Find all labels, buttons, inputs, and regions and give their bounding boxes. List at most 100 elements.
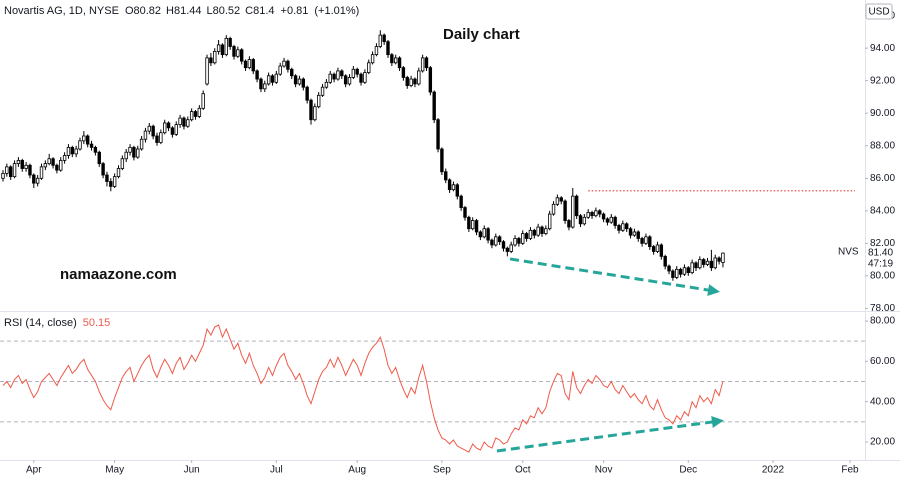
candle-body	[551, 203, 556, 215]
candle-body	[624, 223, 629, 230]
candle-body	[455, 184, 459, 197]
candle-body	[112, 176, 117, 187]
candle-body	[189, 111, 194, 121]
candle-body	[270, 75, 275, 83]
candle-body	[20, 159, 24, 169]
candle-body	[705, 260, 710, 265]
candle-body	[582, 216, 587, 225]
candle-body	[632, 231, 637, 236]
annotation: Daily chart	[443, 26, 520, 43]
candle-body	[678, 268, 683, 275]
candle-body	[467, 216, 471, 230]
candle-body	[470, 220, 475, 230]
y-tick-label: 60.00	[870, 356, 895, 367]
candle-body	[282, 60, 286, 67]
candle-body	[424, 57, 429, 69]
symbol-tag: NVS	[838, 247, 859, 258]
candle-body	[486, 228, 490, 241]
candle-body	[721, 252, 725, 263]
candle-body	[420, 57, 425, 72]
candle-body	[39, 166, 44, 179]
x-tick-label: Sep	[433, 465, 451, 476]
candle-body	[490, 239, 494, 246]
candle-body	[124, 151, 128, 160]
candle-body	[47, 158, 51, 165]
candle-body	[528, 229, 533, 239]
candle-body	[524, 233, 529, 239]
candle-body	[24, 164, 28, 169]
candle-body	[51, 158, 55, 166]
candle-body	[501, 241, 506, 249]
ohlc-key: O	[124, 5, 134, 17]
candle-body	[201, 93, 205, 109]
candle-body	[494, 236, 498, 246]
candle-body	[293, 75, 298, 85]
candle-body	[128, 146, 132, 153]
candle-body	[459, 195, 463, 208]
y-tick-label: 80.00	[870, 316, 895, 327]
candle-body	[474, 220, 479, 233]
candle-body	[447, 179, 452, 191]
ohlc-value: 81.44	[173, 5, 202, 17]
candle-body	[578, 215, 583, 225]
candle-body	[93, 146, 98, 153]
rsi-title: RSI (14, close)	[4, 317, 77, 329]
y-tick-label: 40.00	[870, 396, 895, 407]
candle-body	[536, 226, 540, 236]
candle-body	[97, 151, 101, 165]
candle-body	[586, 212, 590, 218]
candle-body	[386, 41, 390, 56]
candle-body	[686, 267, 690, 274]
candle-body	[651, 246, 656, 252]
x-tick-label: Apr	[26, 465, 42, 476]
candle-body	[482, 228, 486, 238]
candle-body	[324, 81, 329, 88]
candle-body	[147, 125, 151, 132]
candle-body	[309, 99, 313, 121]
candle-body	[559, 197, 563, 202]
ohlc-item: L80.52	[207, 5, 241, 17]
candle-body	[209, 57, 213, 64]
y-tick-label: 82.00	[870, 238, 895, 249]
candle-body	[563, 200, 567, 221]
y-tick-label: 92.00	[870, 75, 895, 86]
candle-body	[105, 174, 109, 182]
candle-body	[440, 148, 444, 173]
x-tick-label: May	[105, 465, 124, 476]
candle-body	[186, 119, 190, 127]
candle-body	[393, 57, 398, 64]
candle-body	[451, 184, 456, 191]
candle-body	[136, 148, 140, 158]
candle-body	[671, 270, 675, 278]
trend-arrow	[509, 257, 720, 296]
candle-body	[5, 166, 9, 174]
currency-box[interactable]	[865, 3, 893, 20]
candle-body	[378, 34, 382, 47]
candle-body	[609, 216, 613, 223]
candle-body	[547, 213, 552, 230]
candle-body	[601, 213, 606, 220]
candle-body	[286, 60, 290, 70]
candle-body	[509, 244, 513, 252]
y-tick-label: 20.00	[870, 437, 895, 448]
candle-body	[159, 132, 163, 143]
candle-body	[82, 135, 86, 142]
candle-body	[532, 229, 536, 236]
x-tick-label: Nov	[595, 465, 613, 476]
candle-body	[605, 218, 610, 223]
currency[interactable]: USD	[868, 7, 889, 18]
candle-body	[328, 73, 332, 83]
candle-body	[243, 60, 248, 69]
candle-body	[497, 236, 502, 243]
price-label: 81.40	[868, 248, 893, 259]
candle-body	[236, 49, 240, 57]
candle-body	[336, 70, 340, 80]
watermark: namaazone.com	[60, 266, 177, 283]
candle-body	[16, 159, 21, 165]
candle-body	[628, 228, 633, 236]
candle-body	[667, 265, 671, 272]
candle-body	[216, 44, 221, 52]
y-tick-label: 80.00	[870, 271, 895, 282]
candle-body	[35, 177, 40, 184]
